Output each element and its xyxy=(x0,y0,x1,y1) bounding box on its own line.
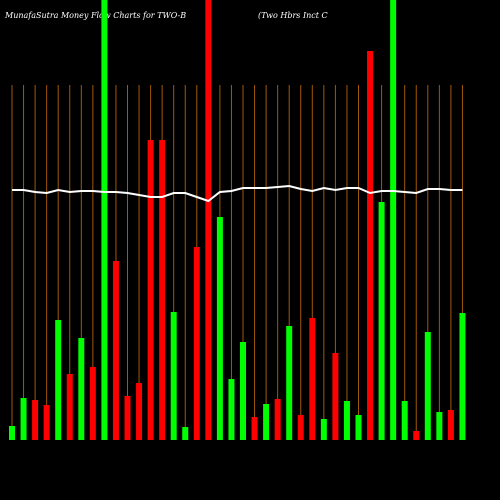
bar xyxy=(147,140,154,440)
bar xyxy=(332,353,339,440)
bar xyxy=(112,261,119,440)
bar xyxy=(390,0,397,440)
bar xyxy=(263,404,270,440)
bar xyxy=(286,326,293,440)
bar xyxy=(240,342,246,440)
bar xyxy=(367,51,374,440)
bar xyxy=(55,320,62,440)
bar xyxy=(447,410,454,440)
bar xyxy=(413,431,420,440)
bar xyxy=(424,332,431,440)
bar xyxy=(401,401,408,440)
bar xyxy=(205,0,212,440)
bar xyxy=(309,318,316,440)
bar xyxy=(136,383,143,440)
chart-subtitle: (Two Hbrs Inct C xyxy=(258,11,328,20)
bar xyxy=(216,217,223,440)
bar xyxy=(297,415,304,440)
bar xyxy=(378,202,385,440)
bar xyxy=(355,415,362,440)
bar xyxy=(343,401,350,440)
bar xyxy=(43,405,50,440)
chart-title: MunafaSutra Money Flow Charts for TWO-B xyxy=(4,11,186,20)
bar xyxy=(170,312,177,440)
bar xyxy=(251,417,258,440)
bar xyxy=(159,140,166,440)
bar xyxy=(78,338,85,440)
bar xyxy=(9,426,15,440)
bar xyxy=(124,396,131,440)
money-flow-line xyxy=(12,184,463,203)
bar xyxy=(20,398,27,440)
bar xyxy=(66,374,73,440)
bar xyxy=(193,247,200,440)
bar xyxy=(459,313,466,440)
bar xyxy=(101,0,108,440)
bar xyxy=(274,399,281,440)
bar xyxy=(182,427,189,440)
bar xyxy=(320,419,327,440)
bar xyxy=(436,412,443,440)
bar xyxy=(32,400,39,440)
bar xyxy=(89,367,96,440)
bar xyxy=(228,379,235,440)
